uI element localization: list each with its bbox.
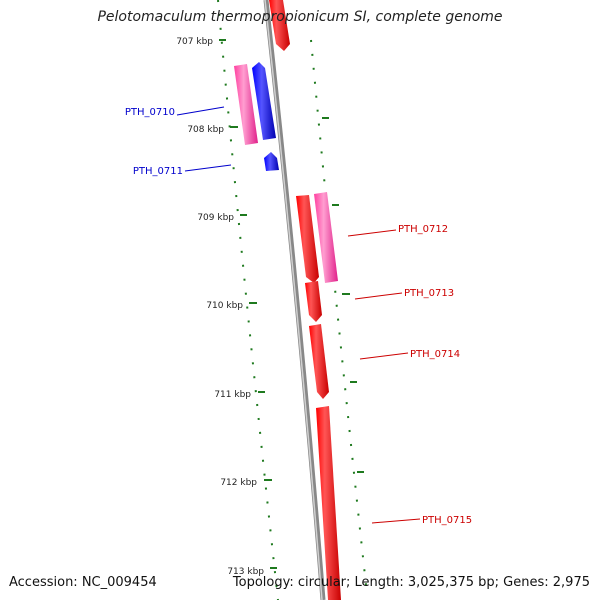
gene-label-pth0715[interactable]: PTH_0715 (422, 515, 472, 526)
leader-line-pth0714 (359, 352, 409, 360)
accession-label: Accession: NC_009454 (9, 575, 157, 590)
genome-summary-label: Topology: circular; Length: 3,025,375 bp… (232, 575, 590, 590)
leader-line-pth0710 (176, 106, 225, 116)
gene-label-pth0711[interactable]: PTH_0711 (133, 166, 183, 177)
forward-cds-top (269, 0, 290, 51)
scale-label-708: 708 kbp (187, 125, 224, 135)
scale-label-712: 712 kbp (220, 478, 257, 488)
reverse-cds-pth0710 (252, 62, 276, 140)
major-ticks (219, 39, 277, 569)
gene-label-pth0712[interactable]: PTH_0712 (398, 224, 448, 235)
leader-line-pth0711 (184, 164, 232, 172)
scale-label-711: 711 kbp (214, 390, 251, 400)
reverse-cds-pth0711 (264, 152, 279, 171)
scale-label-709: 709 kbp (197, 213, 234, 223)
gene-label-pth0713[interactable]: PTH_0713 (404, 288, 454, 299)
scale-label-710: 710 kbp (206, 301, 243, 311)
forward-cds-pth0715 (316, 406, 341, 600)
leader-line-pth0712 (347, 229, 397, 237)
reverse-rna-feature (234, 64, 258, 145)
map-title: Pelotomaculum thermopropionicum SI, comp… (97, 9, 503, 25)
leader-line-pth0713 (354, 292, 403, 300)
forward-cds-pth0713 (305, 281, 322, 322)
right-tick-track (310, 39, 367, 586)
genome-backbone (263, 0, 326, 600)
scale-label-707: 707 kbp (176, 37, 213, 47)
leader-line-pth0715 (371, 518, 421, 524)
forward-rna-pth0712 (314, 192, 338, 283)
scale-label-713: 713 kbp (227, 567, 264, 577)
forward-cds-pth0712 (296, 195, 319, 283)
gene-label-pth0710[interactable]: PTH_0710 (125, 107, 175, 118)
forward-cds-pth0714 (309, 324, 329, 399)
gene-label-pth0714[interactable]: PTH_0714 (410, 349, 460, 360)
